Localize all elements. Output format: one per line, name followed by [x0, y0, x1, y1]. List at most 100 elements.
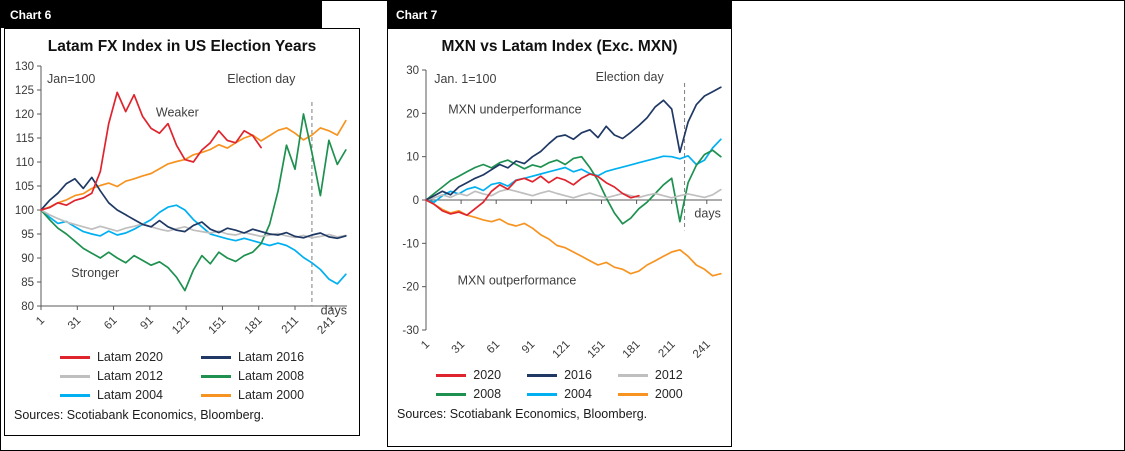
- legend-swatch-latam-2000: [201, 393, 231, 397]
- chart7-panel: MXN vs Latam Index (Exc. MXN) 30 20 10 0 -10…: [387, 28, 732, 447]
- y-tick-label: 105: [15, 181, 34, 193]
- legend-swatch-latam-2020: [59, 355, 90, 359]
- x-tick-label: 91: [520, 339, 538, 357]
- annotation-days: days: [694, 206, 720, 220]
- legend-label-latam-2020: Latam 2020: [96, 350, 163, 364]
- annotation-days: days: [321, 304, 347, 318]
- annotation-election-day: Election day: [596, 70, 665, 84]
- y-tick-label: 20: [406, 108, 419, 120]
- x-tick-label: 211: [280, 315, 301, 336]
- series-line-2012: [425, 188, 722, 201]
- chart6-tab: Chart 6: [1, 1, 322, 28]
- x-tick-label: 181: [243, 315, 265, 337]
- legend-label-latam-2008: Latam 2008: [238, 369, 305, 383]
- y-tick-label: 30: [406, 65, 419, 77]
- y-tick-label: -10: [402, 238, 419, 250]
- legend-item-2012: 2012: [617, 368, 683, 382]
- x-tick-label: 241: [691, 339, 713, 361]
- chart7-legend: 2020 2016 2012 2008 2004 2000: [388, 368, 731, 401]
- x-tick-label: 31: [66, 315, 84, 333]
- x-tick-label: 61: [485, 339, 503, 357]
- legend-swatch-2008: [436, 392, 467, 396]
- legend-item-latam-2008: Latam 2008: [201, 369, 304, 383]
- x-tick-label: 121: [170, 315, 192, 337]
- chart6-title: Latam FX Index in US Election Years: [47, 38, 317, 55]
- chart7-source: Sources: Scotiabank Economics, Bloomberg…: [397, 407, 648, 421]
- legend-label-latam-2012: Latam 2012: [96, 369, 163, 383]
- legend-label-2016: 2016: [564, 368, 592, 382]
- chart7-plot: 30 20 10 0 -10 -20 -301 31 61 91 121 151 181 211 241 Ja…: [402, 65, 722, 361]
- legend-item-latam-2012: Latam 2012: [59, 369, 163, 383]
- series-line-2004: [425, 138, 722, 204]
- chart6-source: Sources: Scotiabank Economics, Bloomberg…: [14, 408, 265, 422]
- y-tick-label: -30: [402, 325, 419, 337]
- x-tick-label: 181: [621, 339, 643, 361]
- annotation-mxn-outperformance: MXN outperformance: [458, 274, 577, 288]
- y-tick-label: 125: [15, 85, 34, 97]
- y-tick-label: 85: [21, 277, 34, 289]
- x-tick-label: 61: [102, 315, 120, 333]
- annotation-stronger: Stronger: [71, 266, 119, 280]
- y-tick-label: 90: [21, 253, 34, 265]
- x-tick-label: 31: [450, 339, 468, 357]
- legend-swatch-2004: [527, 392, 558, 396]
- series-line-latam-2016: [40, 176, 347, 240]
- legend-item-latam-2020: Latam 2020: [59, 350, 163, 364]
- x-tick-label: 151: [586, 339, 608, 361]
- legend-item-2000: 2000: [617, 387, 683, 401]
- chart7-title: MXN vs Latam Index (Exc. MXN): [441, 38, 678, 55]
- legend-item-latam-2004: Latam 2004: [59, 388, 163, 402]
- legend-item-2020: 2020: [436, 368, 501, 382]
- series-line-2016: [425, 86, 722, 201]
- series-line-latam-2004: [40, 204, 347, 285]
- series-line-latam-2008: [40, 113, 347, 292]
- x-tick-label: 241: [315, 315, 337, 337]
- legend-swatch-latam-2008: [201, 374, 231, 378]
- legend-item-latam-2000: Latam 2000: [201, 388, 304, 402]
- legend-label-latam-2004: Latam 2004: [96, 388, 163, 402]
- legend-label-latam-2016: Latam 2016: [238, 350, 305, 364]
- x-tick-label: 91: [138, 315, 156, 333]
- series-line-2000: [425, 199, 722, 277]
- y-tick-label: 10: [406, 152, 419, 164]
- legend-label-2012: 2012: [654, 368, 683, 382]
- annotation-jan-1-100: Jan. 1=100: [434, 72, 496, 86]
- y-tick-label: -20: [402, 282, 419, 294]
- chart6-legend: Latam 2020 Latam 2016 Latam 2012 Latam 2008…: [5, 350, 359, 402]
- annotation-mxn-underperformance: MXN underperformance: [448, 102, 581, 116]
- legend-item-2004: 2004: [527, 387, 592, 401]
- legend-label-2008: 2008: [473, 387, 502, 401]
- x-tick-label: 151: [206, 315, 228, 337]
- series-line-2020: [425, 173, 640, 217]
- legend-item-2008: 2008: [436, 387, 501, 401]
- legend-swatch-2012: [617, 373, 648, 377]
- legend-swatch-latam-2016: [201, 355, 231, 359]
- x-tick-label: 211: [656, 339, 677, 360]
- series-line-latam-2012: [40, 209, 347, 239]
- x-tick-label: 1: [419, 339, 432, 352]
- x-tick-label: 1: [34, 315, 47, 328]
- chart7-tab: Chart 7: [387, 1, 732, 28]
- chart6-panel: Latam FX Index in US Election Years 130 1…: [4, 28, 360, 436]
- legend-label-2000: 2000: [654, 387, 683, 401]
- y-tick-label: 120: [15, 109, 34, 121]
- y-tick-label: 100: [15, 205, 34, 217]
- legend-label-2004: 2004: [564, 387, 592, 401]
- series-line-latam-2020: [40, 91, 262, 211]
- legend-item-latam-2016: Latam 2016: [201, 350, 304, 364]
- legend-swatch-2020: [436, 373, 467, 377]
- y-tick-label: 110: [16, 157, 34, 169]
- legend-swatch-2000: [617, 392, 648, 396]
- legend-item-2016: 2016: [527, 368, 592, 382]
- x-tick-label: 121: [550, 339, 572, 361]
- y-tick-label: 130: [15, 61, 34, 73]
- legend-label-2020: 2020: [473, 368, 502, 382]
- legend-swatch-latam-2004: [59, 393, 90, 397]
- y-tick-label: 95: [21, 229, 34, 241]
- annotation-weaker: Weaker: [156, 105, 199, 119]
- chart6-plot: 130 125 120 115 110 105 100 95 90 85 801 31 61 91 121 1…: [15, 61, 347, 337]
- series-line-latam-2000: [40, 119, 347, 211]
- annotation-election-day: Election day: [227, 72, 296, 86]
- legend-label-latam-2000: Latam 2000: [238, 388, 305, 402]
